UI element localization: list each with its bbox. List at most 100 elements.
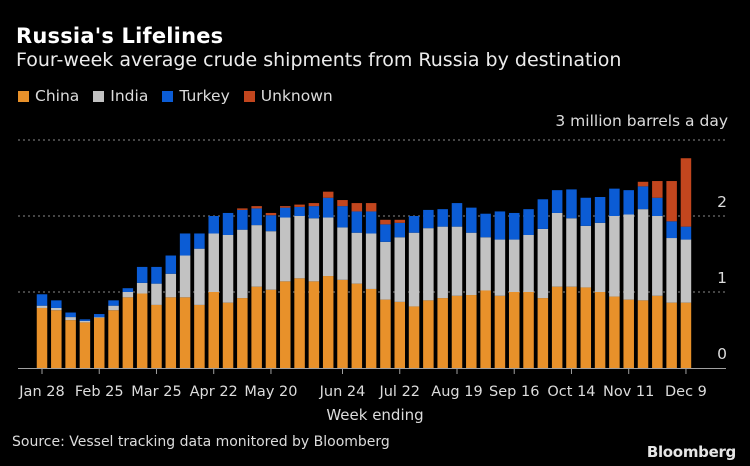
bar-segment-china xyxy=(609,296,620,368)
bar-segment-china xyxy=(566,286,577,368)
bar-segment-india xyxy=(666,238,677,303)
bar-segment-turkey xyxy=(580,197,592,226)
bar-segment-unknown xyxy=(666,181,677,222)
x-tick-label: Dec 9 xyxy=(665,384,707,400)
x-tick-label: Jun 24 xyxy=(319,384,366,400)
bar-segment-china xyxy=(351,283,363,368)
bar-segment-turkey xyxy=(466,207,477,233)
bar-segment-india xyxy=(623,214,634,300)
bar-segment-china xyxy=(437,298,448,368)
bar-stack xyxy=(480,213,491,368)
bar-segment-india xyxy=(122,292,134,298)
bar-segment-china xyxy=(251,286,262,368)
bar-segment-china xyxy=(179,297,191,368)
bar-segment-india xyxy=(194,248,205,305)
bar-segment-china xyxy=(208,292,219,368)
bar-segment-india xyxy=(637,209,649,301)
bar-stack xyxy=(351,203,363,368)
bar-segment-india xyxy=(351,232,363,284)
bar-segment-unknown xyxy=(265,212,277,216)
bar-segment-china xyxy=(408,306,420,368)
bar-segment-china xyxy=(79,322,91,368)
bar-stack xyxy=(179,233,191,368)
bar-segment-turkey xyxy=(494,211,506,240)
bar-stack xyxy=(222,212,234,368)
bar-segment-turkey xyxy=(365,211,377,234)
bar-segment-india xyxy=(65,317,76,321)
bar-segment-turkey xyxy=(136,266,148,283)
bar-segment-turkey xyxy=(351,211,363,233)
bar-stack xyxy=(594,197,606,368)
bar-segment-india xyxy=(36,305,48,308)
bar-segment-china xyxy=(394,301,405,368)
bar-segment-turkey xyxy=(451,203,463,227)
bar-stack xyxy=(623,190,634,368)
bar-segment-unknown xyxy=(380,219,391,225)
bar-segment-india xyxy=(551,212,563,287)
bar-segment-unknown xyxy=(652,181,663,198)
y-tick-label: 0 xyxy=(717,345,727,363)
bar-segment-india xyxy=(165,273,177,298)
bar-segment-china xyxy=(122,297,134,368)
bar-segment-china xyxy=(337,279,348,368)
bar-stack xyxy=(551,190,563,368)
bar-segment-china xyxy=(165,297,177,368)
bar-segment-china xyxy=(365,288,377,368)
bar-segment-turkey xyxy=(437,209,448,227)
bar-segment-india xyxy=(365,233,377,289)
bar-segment-india xyxy=(79,320,91,323)
bar-segment-turkey xyxy=(294,206,305,216)
bar-segment-india xyxy=(408,232,420,307)
bar-segment-china xyxy=(580,287,592,368)
chart-title: Russia's Lifelines xyxy=(16,24,224,48)
bar-segment-turkey xyxy=(566,189,577,219)
bar-segment-turkey xyxy=(151,266,162,284)
bar-segment-china xyxy=(380,299,391,368)
bar-segment-india xyxy=(680,239,692,303)
bar-segment-turkey xyxy=(280,207,291,218)
bar-stack xyxy=(265,212,277,368)
bar-segment-china xyxy=(594,292,606,368)
bar-segment-china xyxy=(666,302,677,368)
bar-segment-unknown xyxy=(280,206,291,208)
bar-segment-china xyxy=(523,292,534,368)
bar-segment-india xyxy=(208,233,219,292)
x-tick-label: Nov 11 xyxy=(603,384,654,400)
bar-segment-china xyxy=(680,302,692,368)
bar-segment-china xyxy=(222,302,234,368)
bar-stack xyxy=(408,216,420,368)
bar-stack xyxy=(36,294,48,368)
bar-segment-turkey xyxy=(666,221,677,239)
bar-segment-turkey xyxy=(122,288,134,292)
bar-stack xyxy=(51,300,62,368)
bar-stack xyxy=(194,233,205,368)
bar-stack xyxy=(208,216,219,368)
bar-segment-unknown xyxy=(294,204,305,207)
bar-segment-unknown xyxy=(394,219,405,223)
bar-segment-turkey xyxy=(208,216,219,234)
x-tick-label: Apr 22 xyxy=(190,384,238,400)
bar-segment-china xyxy=(480,290,491,368)
bar-segment-turkey xyxy=(322,197,334,218)
bar-segment-unknown xyxy=(251,206,262,209)
x-tick-label: Aug 19 xyxy=(431,384,482,400)
bar-segment-turkey xyxy=(523,209,534,235)
bar-stack xyxy=(294,204,305,368)
legend-label-unknown: Unknown xyxy=(260,87,333,105)
y-tick-label: 1 xyxy=(717,269,727,287)
bar-segment-turkey xyxy=(265,215,277,232)
bar-segment-unknown xyxy=(351,203,363,212)
bar-segment-china xyxy=(466,295,477,368)
bar-stack xyxy=(280,206,291,368)
bar-stack xyxy=(165,255,177,368)
bar-segment-unknown xyxy=(365,203,377,212)
bar-stack xyxy=(337,200,348,368)
bar-stack xyxy=(136,266,148,368)
bar-segment-turkey xyxy=(551,190,563,213)
bar-segment-unknown xyxy=(322,191,334,198)
bar-stack xyxy=(365,203,377,368)
bar-segment-india xyxy=(51,307,62,311)
bar-segment-china xyxy=(194,304,205,368)
bar-segment-china xyxy=(51,310,62,368)
